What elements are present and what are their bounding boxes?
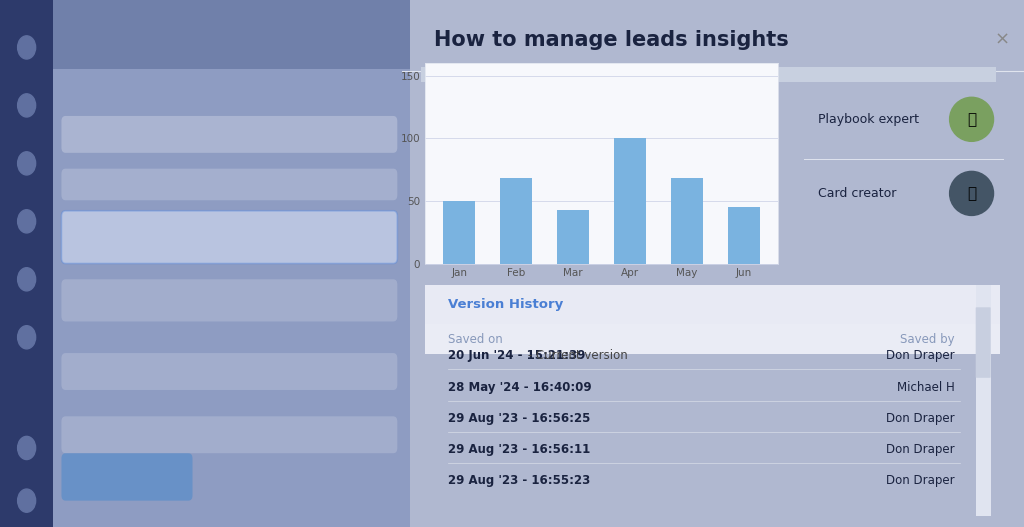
FancyBboxPatch shape xyxy=(61,211,397,264)
FancyBboxPatch shape xyxy=(61,416,397,453)
Bar xyxy=(976,285,990,516)
Text: Don Draper: Don Draper xyxy=(886,412,954,425)
Text: 29 Aug '23 - 16:56:25: 29 Aug '23 - 16:56:25 xyxy=(447,412,591,425)
Bar xyxy=(53,0,410,527)
Text: Saved by: Saved by xyxy=(900,333,954,346)
Text: Card creator: Card creator xyxy=(818,187,896,200)
Bar xyxy=(421,67,667,82)
Bar xyxy=(425,324,1000,354)
FancyBboxPatch shape xyxy=(61,353,397,390)
Text: 29 Aug '23 - 16:55:23: 29 Aug '23 - 16:55:23 xyxy=(447,474,590,487)
Circle shape xyxy=(17,152,36,175)
Text: Saved on: Saved on xyxy=(447,333,503,346)
FancyBboxPatch shape xyxy=(61,453,193,501)
Bar xyxy=(501,178,531,264)
FancyBboxPatch shape xyxy=(61,116,397,153)
Text: ×: × xyxy=(994,31,1010,48)
Circle shape xyxy=(949,97,993,141)
Bar xyxy=(53,0,410,69)
Bar xyxy=(775,67,996,82)
Text: Don Draper: Don Draper xyxy=(886,443,954,456)
Circle shape xyxy=(17,94,36,117)
Bar xyxy=(557,210,589,264)
Bar xyxy=(614,138,646,264)
Text: 🧑: 🧑 xyxy=(967,186,976,201)
Text: How to manage leads insights: How to manage leads insights xyxy=(433,30,788,50)
Circle shape xyxy=(17,36,36,59)
Circle shape xyxy=(17,436,36,460)
Bar xyxy=(0,0,53,527)
FancyBboxPatch shape xyxy=(976,307,990,378)
Text: 28 May '24 - 16:40:09: 28 May '24 - 16:40:09 xyxy=(447,380,592,394)
Text: - Current version: - Current version xyxy=(524,349,628,362)
Text: Version History: Version History xyxy=(447,298,563,311)
Bar xyxy=(728,207,760,264)
FancyBboxPatch shape xyxy=(61,169,397,200)
Bar xyxy=(425,285,1000,324)
Text: 20 Jun '24 - 15:21:39: 20 Jun '24 - 15:21:39 xyxy=(447,349,586,362)
Circle shape xyxy=(949,171,993,216)
Text: 29 Aug '23 - 16:56:11: 29 Aug '23 - 16:56:11 xyxy=(447,443,590,456)
Text: Don Draper: Don Draper xyxy=(886,349,954,362)
Circle shape xyxy=(17,326,36,349)
FancyBboxPatch shape xyxy=(61,279,397,321)
Text: 🧑: 🧑 xyxy=(967,112,976,127)
Circle shape xyxy=(17,489,36,512)
Text: Don Draper: Don Draper xyxy=(886,474,954,487)
FancyBboxPatch shape xyxy=(61,211,397,264)
Bar xyxy=(443,201,475,264)
Text: Michael H: Michael H xyxy=(897,380,954,394)
Circle shape xyxy=(17,210,36,233)
Circle shape xyxy=(17,268,36,291)
Bar xyxy=(672,178,702,264)
Text: Playbook expert: Playbook expert xyxy=(818,113,919,126)
